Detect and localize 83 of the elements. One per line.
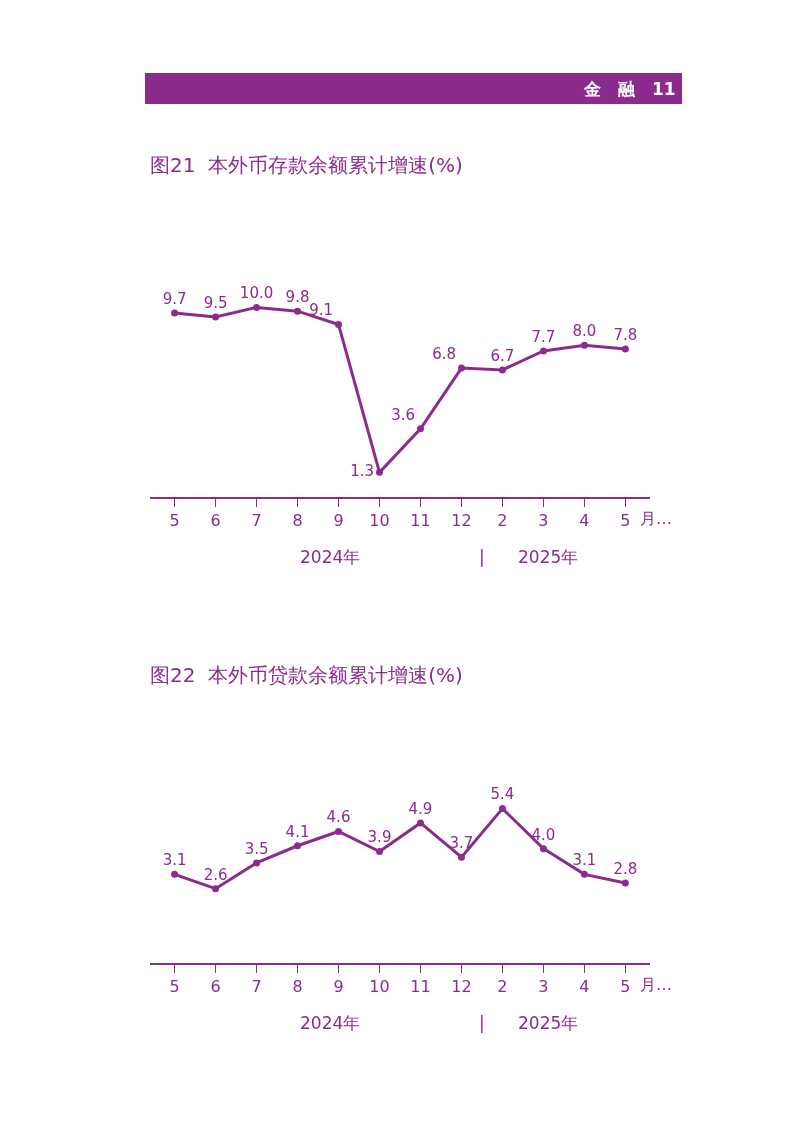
x-tick-label: 12 [451,510,472,530]
point [171,309,179,317]
point [621,345,629,353]
data-label: 7.7 [531,327,556,346]
chart-title: 图21 本外币存款余额累计增速(%) [150,153,463,177]
x-tick-label: 5 [169,510,180,530]
x-axis-title: 月… [640,975,672,994]
data-label: 3.9 [367,828,392,847]
x-tick-label: 7 [251,976,262,996]
data-label: 4.6 [326,808,351,827]
x-tick-label: 3 [538,510,549,530]
x-tick-label: 5 [169,976,180,996]
point [253,859,261,867]
data-label: 9.1 [309,301,334,320]
point [539,845,547,853]
x-axis-title: 月… [640,509,672,528]
data-label: 10.0 [239,284,274,303]
point [212,885,220,893]
x-tick-label: 8 [292,510,303,530]
x-tick-label: 5 [620,510,631,530]
x-tick-label: 9 [333,510,344,530]
point [416,425,424,433]
point [212,313,220,321]
data-label: 5.4 [490,785,515,804]
text: 2025年 [518,547,579,567]
data-label: 4.9 [408,799,433,818]
x-tick-label: 5 [620,976,631,996]
point [416,819,424,827]
x-tick-label: 7 [251,510,262,530]
data-label: 3.5 [244,839,269,858]
data-label: 4.0 [531,825,556,844]
point [335,320,343,328]
x-tick-label: 12 [451,976,472,996]
point [457,853,465,861]
data-label: 2.8 [613,859,638,878]
data-label: 4.1 [285,822,310,841]
point [335,827,343,835]
x-tick-label: 6 [210,976,221,996]
x-tick-label: 4 [579,510,590,530]
x-tick-label: 3 [538,976,549,996]
data-label: 9.8 [285,288,310,307]
x-tick-label: 2 [497,976,508,996]
point [171,870,179,878]
data-label: 3.6 [391,405,416,424]
point [580,870,588,878]
x-tick-label: 10 [369,976,390,996]
text: 2025年 [518,1013,579,1033]
data-label: 3.1 [572,851,597,870]
data-label: 6.7 [490,346,515,365]
point [498,805,506,813]
x-tick-label: 11 [410,976,431,996]
point [294,842,302,850]
point [580,341,588,349]
x-tick-label: 4 [579,976,590,996]
point [498,366,506,374]
data-label: 8.0 [572,322,597,341]
text: 金 融 11 [583,79,676,99]
text: | [479,547,485,567]
point [539,347,547,355]
data-label: 9.7 [162,289,187,308]
x-tick-label: 10 [369,510,390,530]
text: 2024年 [300,547,361,567]
point [457,364,465,372]
point [294,307,302,315]
text: | [479,1013,485,1033]
x-tick-label: 8 [292,976,303,996]
data-label: 6.8 [432,344,457,363]
data-label: 2.6 [203,865,228,884]
chart-title: 图22 本外币贷款余额累计增速(%) [150,663,463,687]
point [376,468,384,476]
data-label: 1.3 [350,462,375,481]
data-label: 7.8 [613,325,638,344]
data-label: 3.7 [449,834,474,853]
text: 2024年 [300,1013,361,1033]
data-label: 9.5 [203,293,228,312]
data-label: 3.1 [162,851,187,870]
x-tick-label: 11 [410,510,431,530]
x-tick-label: 6 [210,510,221,530]
x-tick-label: 9 [333,976,344,996]
point [253,303,261,311]
x-tick-label: 2 [497,510,508,530]
point [621,879,629,887]
point [376,847,384,855]
